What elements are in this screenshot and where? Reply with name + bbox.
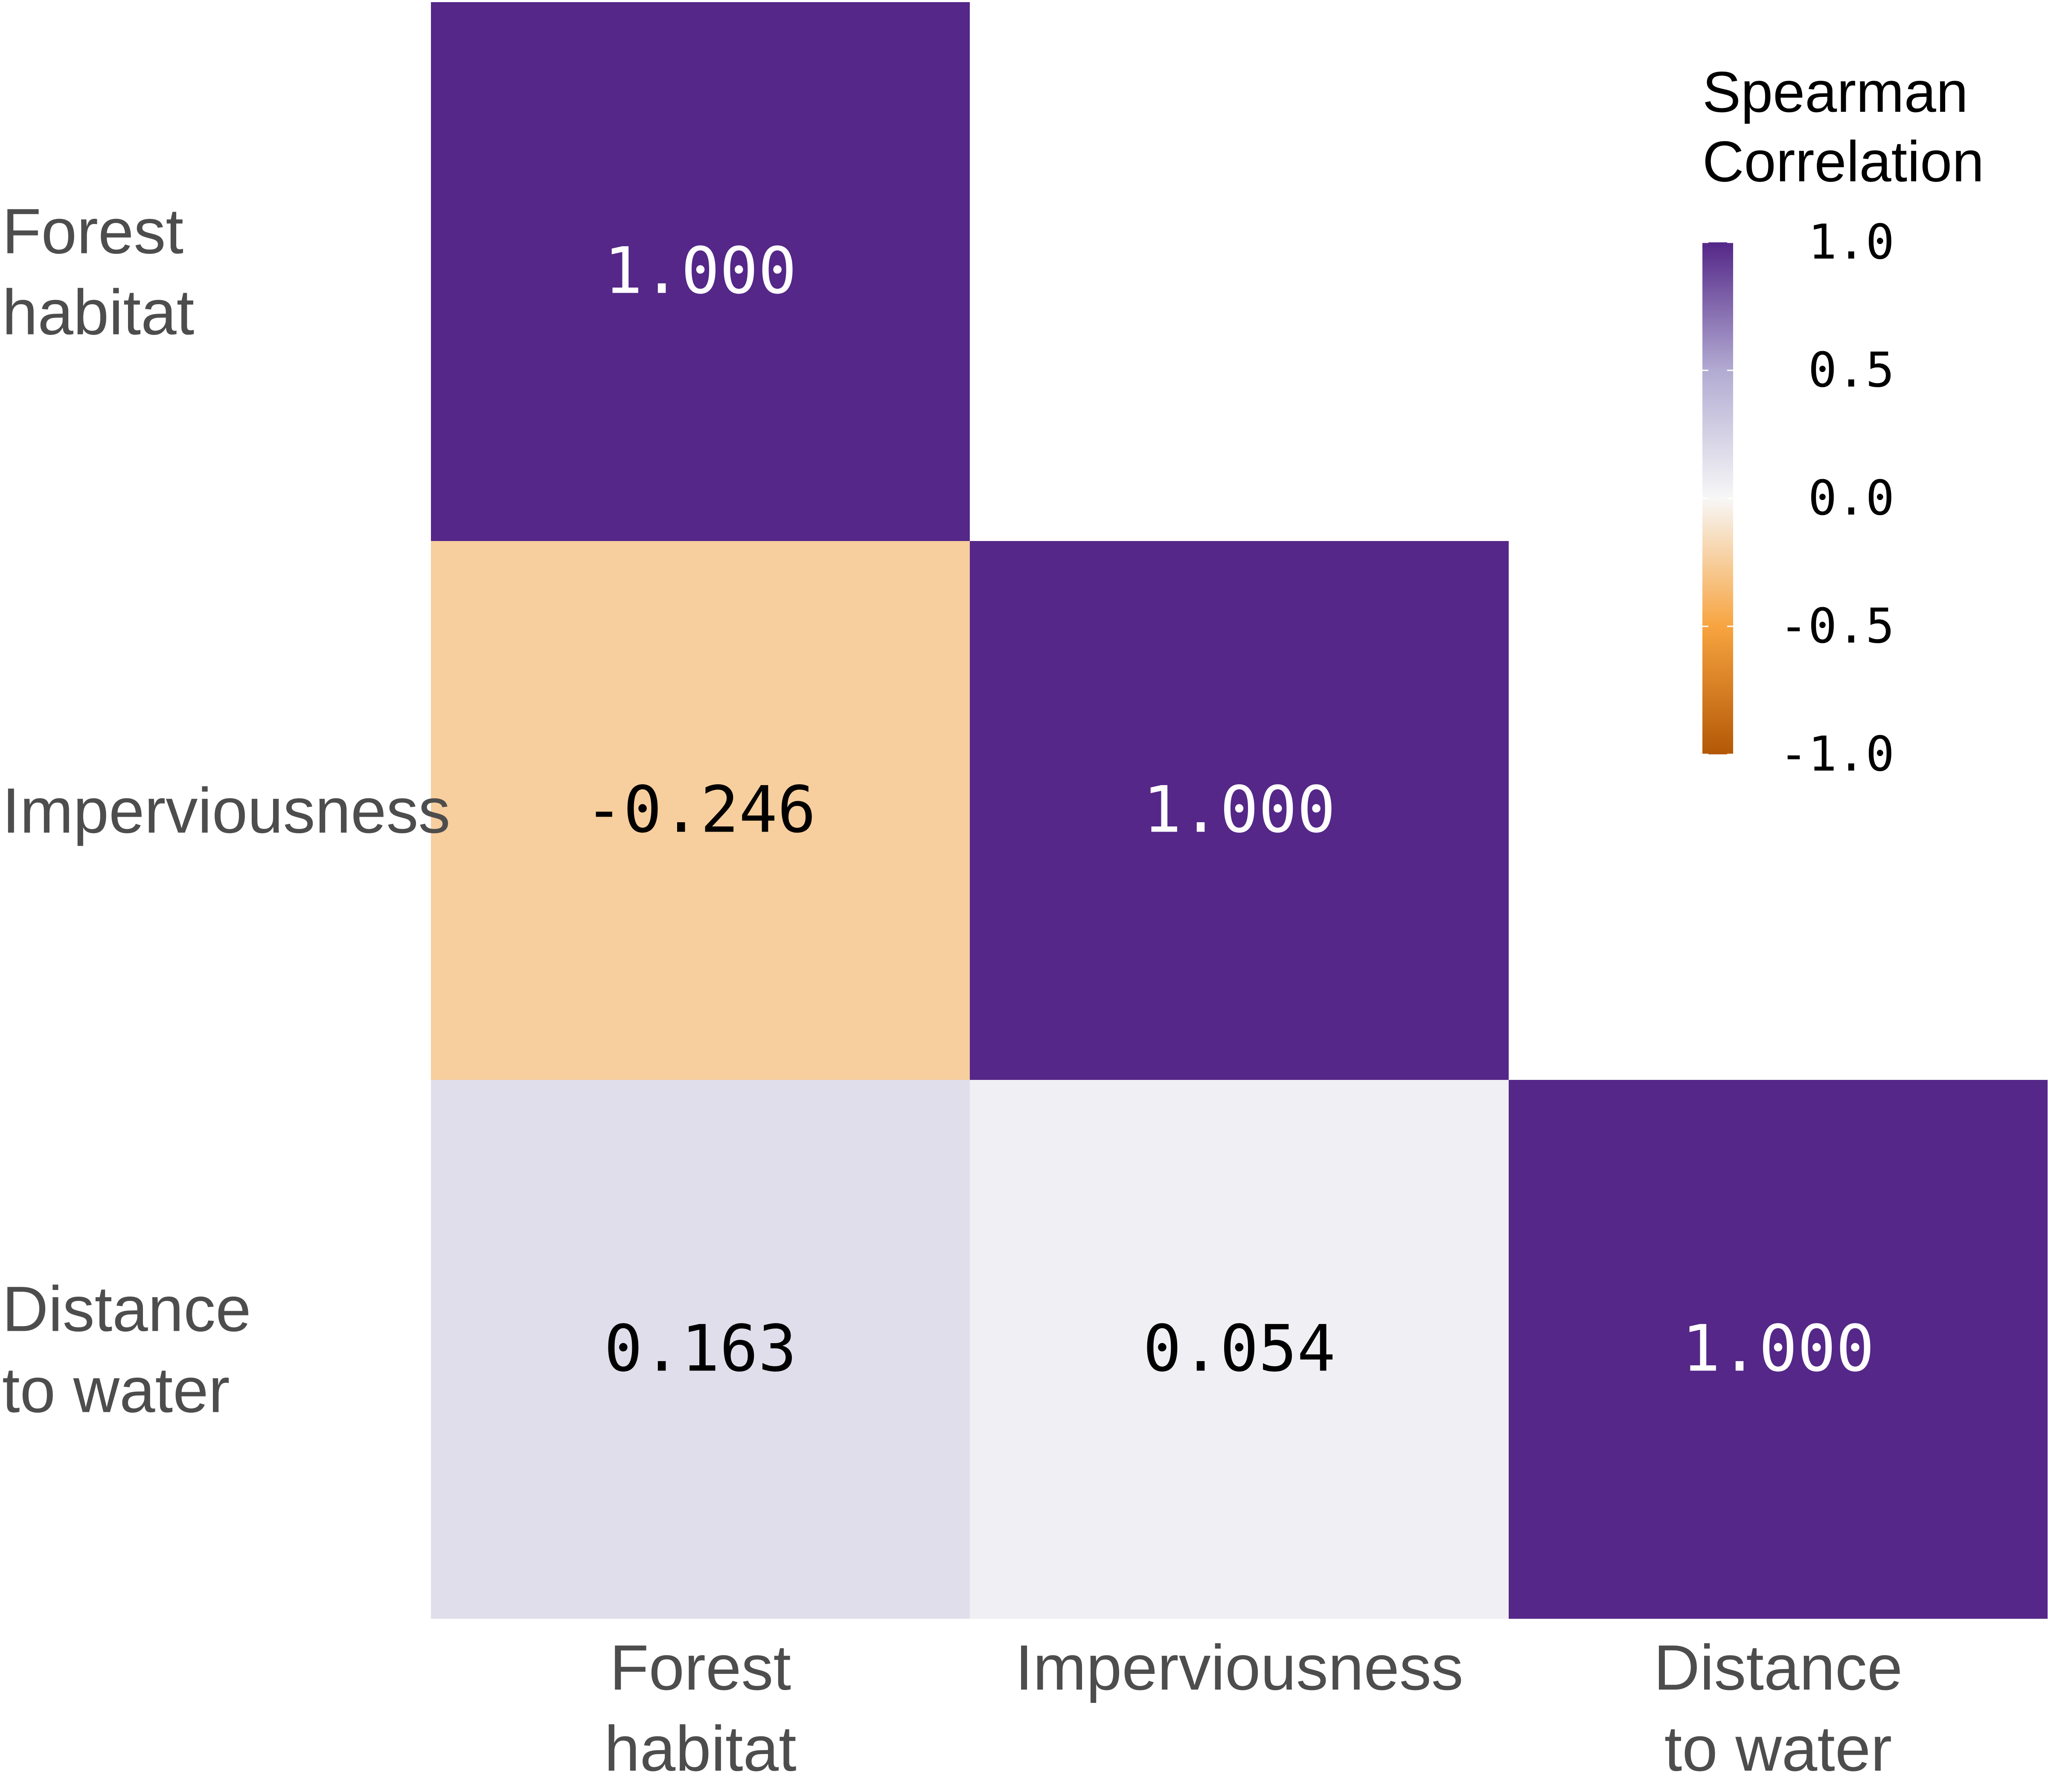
column-label-imperviousness: Imperviousness	[1015, 1632, 1463, 1703]
heatmap-cells: 1.000 -0.246 1.000 0.163 0.054 1.000	[431, 2, 2048, 1619]
heatmap-cell-r2-c2	[1509, 1080, 2048, 1619]
column-labels: Forest habitat Imperviousness Distance to wa…	[604, 1632, 1903, 1784]
legend: Spearman Correlation 1.0 0.5 0.0 -0.5 -1.0	[1702, 60, 1984, 782]
legend-tick-label: 0.5	[1808, 343, 1894, 398]
row-label-distance-to-water: Distance to water	[2, 1273, 251, 1426]
row-label-forest-habitat: Forest habitat	[2, 195, 194, 348]
row-labels: Forest habitat Imperviousness Distance to wa…	[2, 195, 450, 1426]
legend-tick-label: -0.5	[1779, 599, 1894, 654]
legend-title-line-2: Correlation	[1702, 129, 1984, 194]
row-label-imperviousness: Imperviousness	[2, 775, 450, 847]
legend-title-line-1: Spearman	[1702, 60, 1968, 124]
cell-value-label-r0-c0: 1.000	[604, 234, 797, 308]
cell-value-label-r1-c0: -0.246	[585, 773, 816, 847]
column-label-forest-habitat: Forest habitat	[604, 1632, 796, 1784]
legend-tick-label: 1.0	[1808, 215, 1894, 270]
cell-value-label-r2-c1: 0.054	[1143, 1312, 1336, 1386]
heatmap-cell-r1-c0	[431, 541, 970, 1080]
heatmap-cell-r2-c0	[431, 1080, 970, 1619]
cell-value-label-r2-c0: 0.163	[604, 1312, 797, 1386]
legend-ticks: 1.0 0.5 0.0 -0.5 -1.0	[1702, 215, 1894, 782]
legend-tick-label: 0.0	[1808, 471, 1894, 526]
heatmap-cell-r2-c1	[970, 1080, 1509, 1619]
cell-value-label-r1-c1: 1.000	[1143, 773, 1336, 847]
column-label-distance-to-water: Distance to water	[1654, 1632, 1903, 1784]
legend-tick-label: -1.0	[1779, 727, 1894, 782]
heatmap-cell-r1-c1	[970, 541, 1509, 1080]
heatmap-cell-r0-c0	[431, 2, 970, 541]
cell-value-label-r2-c2: 1.000	[1682, 1312, 1875, 1386]
